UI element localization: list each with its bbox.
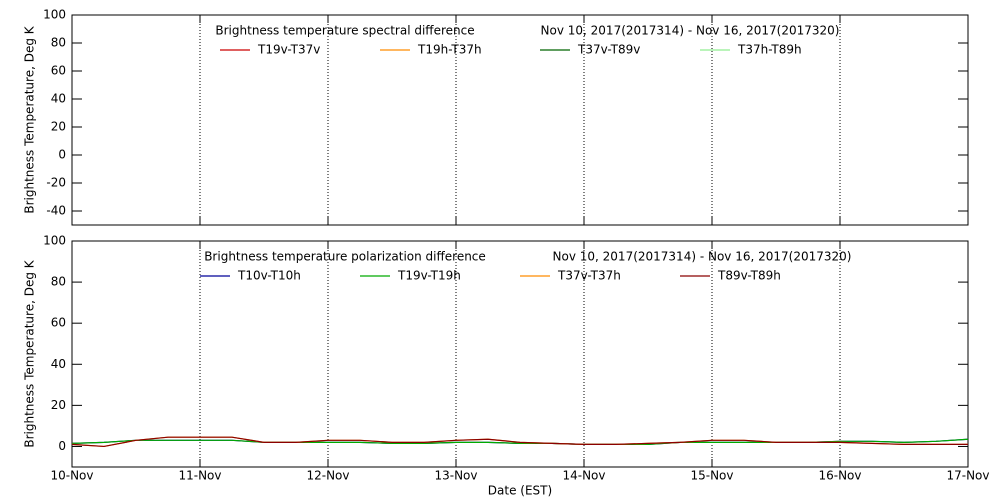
y-tick-label: 60 xyxy=(51,64,66,78)
y-tick-label: 40 xyxy=(51,92,66,106)
y-tick-label: 100 xyxy=(43,234,66,248)
data-line xyxy=(71,436,968,448)
y-tick-label: -20 xyxy=(46,176,66,190)
y-tick-label: 60 xyxy=(51,316,66,330)
legend-label: T89v-T89h xyxy=(717,269,781,283)
y-tick-label: 40 xyxy=(51,357,66,371)
x-tick-label: 17-Nov xyxy=(946,469,989,483)
plot-frame xyxy=(71,240,969,468)
y-tick-label: 80 xyxy=(51,36,66,50)
y-tick-label: 100 xyxy=(43,8,66,22)
x-tick-label: 15-Nov xyxy=(690,469,733,483)
y-tick-label: 0 xyxy=(58,439,66,453)
y-tick-label: 80 xyxy=(51,275,66,289)
chart-title: Brightness temperature spectral differen… xyxy=(215,24,474,38)
x-tick-label: 14-Nov xyxy=(562,469,605,483)
legend-label: T19v-T37v xyxy=(257,43,320,57)
x-axis-label: Date (EST) xyxy=(488,484,552,498)
y-axis-label: Brightness Temperature, Deg K xyxy=(23,259,37,447)
x-tick-label: 16-Nov xyxy=(818,469,861,483)
legend-label: T37v-T37h xyxy=(557,269,621,283)
x-tick-label: 12-Nov xyxy=(306,469,349,483)
x-tick-label: 13-Nov xyxy=(434,469,477,483)
x-tick-label: 10-Nov xyxy=(50,469,93,483)
y-tick-label: 20 xyxy=(51,120,66,134)
legend-label: T37h-T89h xyxy=(737,43,802,57)
plot-frame xyxy=(71,14,969,226)
legend-label: T10v-T10h xyxy=(237,269,301,283)
legend-label: T19v-T19h xyxy=(397,269,461,283)
x-tick-label: 11-Nov xyxy=(178,469,221,483)
y-tick-label: -40 xyxy=(46,204,66,218)
chart-subtitle: Nov 10, 2017(2017314) - Nov 16, 2017(201… xyxy=(553,250,852,264)
y-tick-label: 20 xyxy=(51,398,66,412)
legend-label: T19h-T37h xyxy=(417,43,482,57)
y-axis-label: Brightness Temperature, Deg K xyxy=(23,25,37,213)
legend-label: T37v-T89v xyxy=(577,43,640,57)
y-tick-label: 0 xyxy=(58,148,66,162)
chart-title: Brightness temperature polarization diff… xyxy=(204,250,486,264)
chart-subtitle: Nov 10, 2017(2017314) - Nov 16, 2017(201… xyxy=(541,24,840,38)
